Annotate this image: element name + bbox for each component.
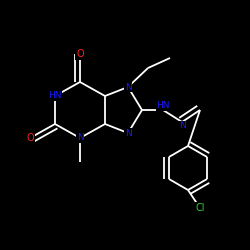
Text: N: N bbox=[76, 134, 84, 142]
Text: HN: HN bbox=[48, 92, 62, 100]
Text: O: O bbox=[76, 49, 84, 59]
Text: N: N bbox=[178, 122, 186, 130]
Text: N: N bbox=[124, 128, 132, 138]
Text: N: N bbox=[124, 82, 132, 92]
Text: Cl: Cl bbox=[195, 203, 205, 213]
Text: O: O bbox=[26, 133, 34, 143]
Text: HN: HN bbox=[156, 102, 170, 110]
